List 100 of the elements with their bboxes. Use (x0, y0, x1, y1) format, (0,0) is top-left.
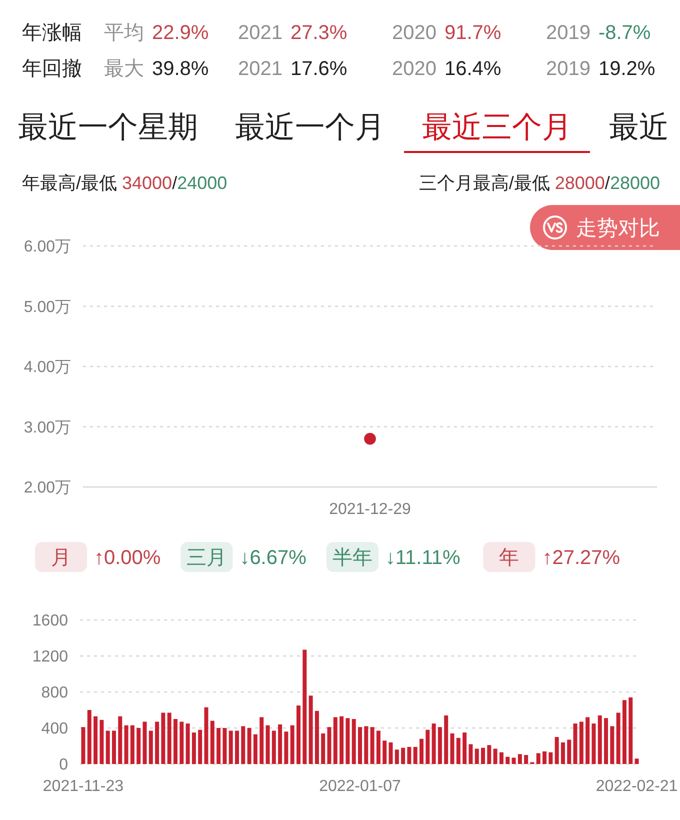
text: 最近 (609, 111, 669, 144)
bar (278, 724, 282, 764)
text: 2021 (238, 22, 282, 44)
y-tick-label: 5.00万 (24, 298, 71, 316)
bar (438, 727, 442, 764)
bar (364, 726, 368, 764)
text: 16.4% (444, 58, 502, 80)
bar (616, 712, 620, 764)
bar (413, 746, 418, 764)
bar (579, 722, 584, 764)
bar (432, 724, 436, 764)
y-tick-label: 3.00万 (24, 419, 71, 436)
bar (266, 725, 270, 764)
text: 19.2% (598, 58, 656, 80)
bar (148, 730, 153, 764)
bar (284, 732, 288, 764)
y-tick-label: 1600 (32, 612, 68, 630)
bar (407, 746, 412, 764)
text: 22.9% (152, 22, 209, 44)
bar (468, 744, 473, 764)
bar (308, 696, 313, 764)
bar (216, 728, 221, 764)
bar (394, 750, 399, 764)
text: 年最高/最低 34000/24000 (22, 173, 228, 193)
bar (382, 740, 387, 764)
bar (241, 726, 246, 764)
bar (247, 728, 252, 764)
bar (388, 742, 393, 764)
bar (426, 730, 430, 764)
text: 半年 (332, 547, 372, 569)
bar (567, 740, 572, 764)
bar (210, 720, 214, 764)
text: 2019 (546, 22, 590, 44)
bar (327, 727, 332, 764)
bar (610, 726, 614, 764)
bar (622, 700, 626, 764)
bar (604, 718, 608, 764)
bar (272, 730, 276, 764)
bar (290, 725, 294, 764)
bar (106, 730, 110, 764)
bar (260, 717, 264, 764)
bar (346, 718, 350, 764)
y-tick-label: 2.00万 (24, 480, 71, 496)
bar (512, 758, 516, 764)
bar (487, 745, 492, 764)
text: 月 (51, 547, 71, 569)
bar (222, 728, 227, 764)
text: ↑27.27% (542, 547, 620, 569)
text: 17.6% (290, 58, 348, 80)
bar (573, 724, 578, 764)
bar (130, 725, 134, 764)
bar (358, 727, 362, 764)
x-tick-label: 2021-12-29 (329, 501, 412, 518)
text: 2020 (392, 22, 436, 44)
bar (136, 728, 141, 764)
bar (142, 722, 147, 764)
text: 年 (499, 547, 520, 569)
bar (560, 742, 565, 764)
y-tick-label: 1200 (32, 648, 68, 666)
bar (87, 710, 92, 764)
bar (634, 758, 639, 764)
bar (506, 756, 510, 764)
bar (321, 733, 326, 764)
bar (474, 748, 479, 764)
bar (198, 730, 202, 764)
text: ↑0.00% (94, 547, 161, 569)
bar (524, 755, 528, 764)
bar (192, 732, 196, 764)
y-tick-label: 400 (41, 720, 68, 738)
text: 39.8% (152, 58, 209, 80)
bar (592, 724, 596, 764)
bar (81, 727, 86, 764)
text: 三月 (186, 547, 227, 569)
x-tick-label: 2021-11-23 (42, 778, 124, 795)
bar (100, 720, 104, 764)
bar (456, 738, 460, 764)
bar (450, 733, 454, 764)
bar (302, 650, 307, 764)
text: -8.7% (598, 22, 651, 44)
y-tick-label: 6.00万 (24, 238, 71, 256)
text: 27.3% (290, 22, 348, 44)
bar (204, 707, 208, 764)
bar (548, 752, 553, 764)
bar (518, 754, 522, 764)
text: 年回撤 (22, 58, 82, 80)
x-tick-label: 2022-02-21 (596, 778, 678, 795)
text: 年涨幅 (22, 22, 82, 44)
bar (586, 717, 590, 764)
bar (167, 712, 172, 764)
bar (376, 730, 380, 764)
text: 2019 (546, 58, 590, 80)
text: 最近一个星期 (18, 111, 198, 144)
bar (444, 715, 448, 764)
bar (180, 722, 184, 764)
bar (112, 730, 116, 764)
bar (499, 752, 504, 764)
bar (554, 737, 559, 764)
y-tick-label: 800 (41, 684, 68, 702)
text: 最大 (104, 58, 144, 80)
text: 2021 (238, 58, 282, 80)
